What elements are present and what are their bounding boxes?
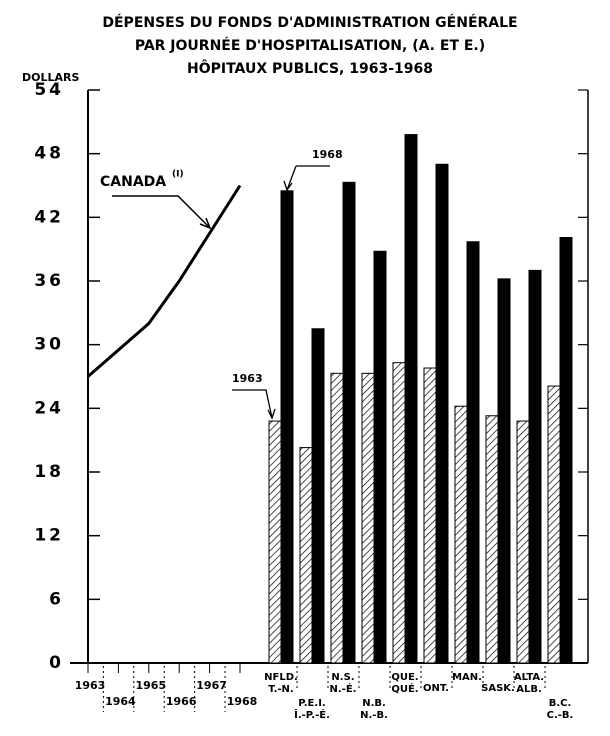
bar: [435, 163, 449, 664]
x-tick-label: 1963: [75, 679, 106, 692]
chart-title: DÉPENSES DU FONDS D'ADMINISTRATION GÉNÉR…: [102, 14, 517, 31]
bar: [280, 190, 294, 664]
bar: [559, 236, 573, 664]
x-tick-label: ALB.: [516, 684, 542, 695]
x-tick-label: N.-B.: [360, 710, 388, 721]
annotation-arrow: [283, 165, 330, 192]
bar: [404, 134, 418, 664]
bar: [497, 278, 511, 664]
x-tick-label: B.C.: [549, 698, 572, 709]
annotation-arrow: [232, 389, 276, 420]
bar: [528, 269, 542, 664]
line-note: (I): [172, 170, 184, 180]
bar: [342, 181, 356, 664]
y-axis-label: DOLLARS: [22, 71, 79, 84]
chart-title: PAR JOURNÉE D'HOSPITALISATION, (A. ET E.…: [135, 37, 485, 54]
x-tick-label: SASK.: [481, 683, 515, 694]
x-tick-label: T.-N.: [268, 684, 293, 695]
x-tick-label: NFLD.: [264, 672, 298, 683]
x-tick-label: QUÉ.: [391, 682, 418, 695]
series-label: 1968: [312, 148, 343, 161]
y-tick-label: 36: [34, 271, 64, 291]
x-tick-label: ONT.: [423, 683, 449, 694]
bar: [392, 362, 406, 664]
x-tick-label: 1968: [227, 695, 258, 708]
y-tick-label: 48: [34, 144, 64, 164]
x-tick-label: MAN.: [452, 672, 482, 683]
annotation-arrow: [112, 195, 212, 230]
x-tick-label: N.B.: [362, 698, 386, 709]
x-tick-label: P.E.I.: [298, 698, 325, 709]
bar: [485, 415, 499, 664]
y-tick-label: 0: [49, 653, 64, 673]
x-tick-label: N.S.: [331, 672, 354, 683]
x-tick-label: Î.-P.-É.: [294, 708, 330, 721]
x-tick-label: QUE.: [391, 672, 418, 683]
line-label: CANADA: [100, 174, 166, 190]
x-tick-label: C.-B.: [547, 710, 574, 721]
y-tick-label: 24: [34, 398, 64, 418]
bar: [361, 372, 375, 664]
y-tick-label: 54: [34, 80, 64, 100]
x-tick-label: 1965: [135, 679, 166, 692]
bar: [547, 385, 561, 664]
y-tick-label: 18: [34, 462, 64, 482]
x-tick-label: N.-É.: [330, 682, 357, 695]
bar: [516, 420, 530, 664]
bar: [373, 250, 387, 664]
chart-title: HÔPITAUX PUBLICS, 1963-1968: [187, 59, 433, 77]
bar: [423, 367, 437, 664]
series-label: 1963: [232, 372, 263, 385]
bar: [454, 405, 468, 664]
y-tick-label: 12: [34, 526, 64, 546]
x-tick-label: 1964: [105, 695, 136, 708]
canada-line: [87, 184, 242, 378]
bar: [268, 420, 282, 664]
y-tick-label: 42: [34, 207, 64, 227]
x-tick-label: 1967: [196, 679, 227, 692]
bar: [330, 372, 344, 664]
y-tick-label: 6: [49, 589, 64, 609]
bar: [311, 328, 325, 664]
x-tick-label: ALTA.: [514, 672, 544, 683]
y-tick-label: 30: [34, 335, 64, 355]
bar: [299, 447, 313, 664]
bar: [466, 241, 480, 664]
x-tick-label: 1966: [166, 695, 197, 708]
